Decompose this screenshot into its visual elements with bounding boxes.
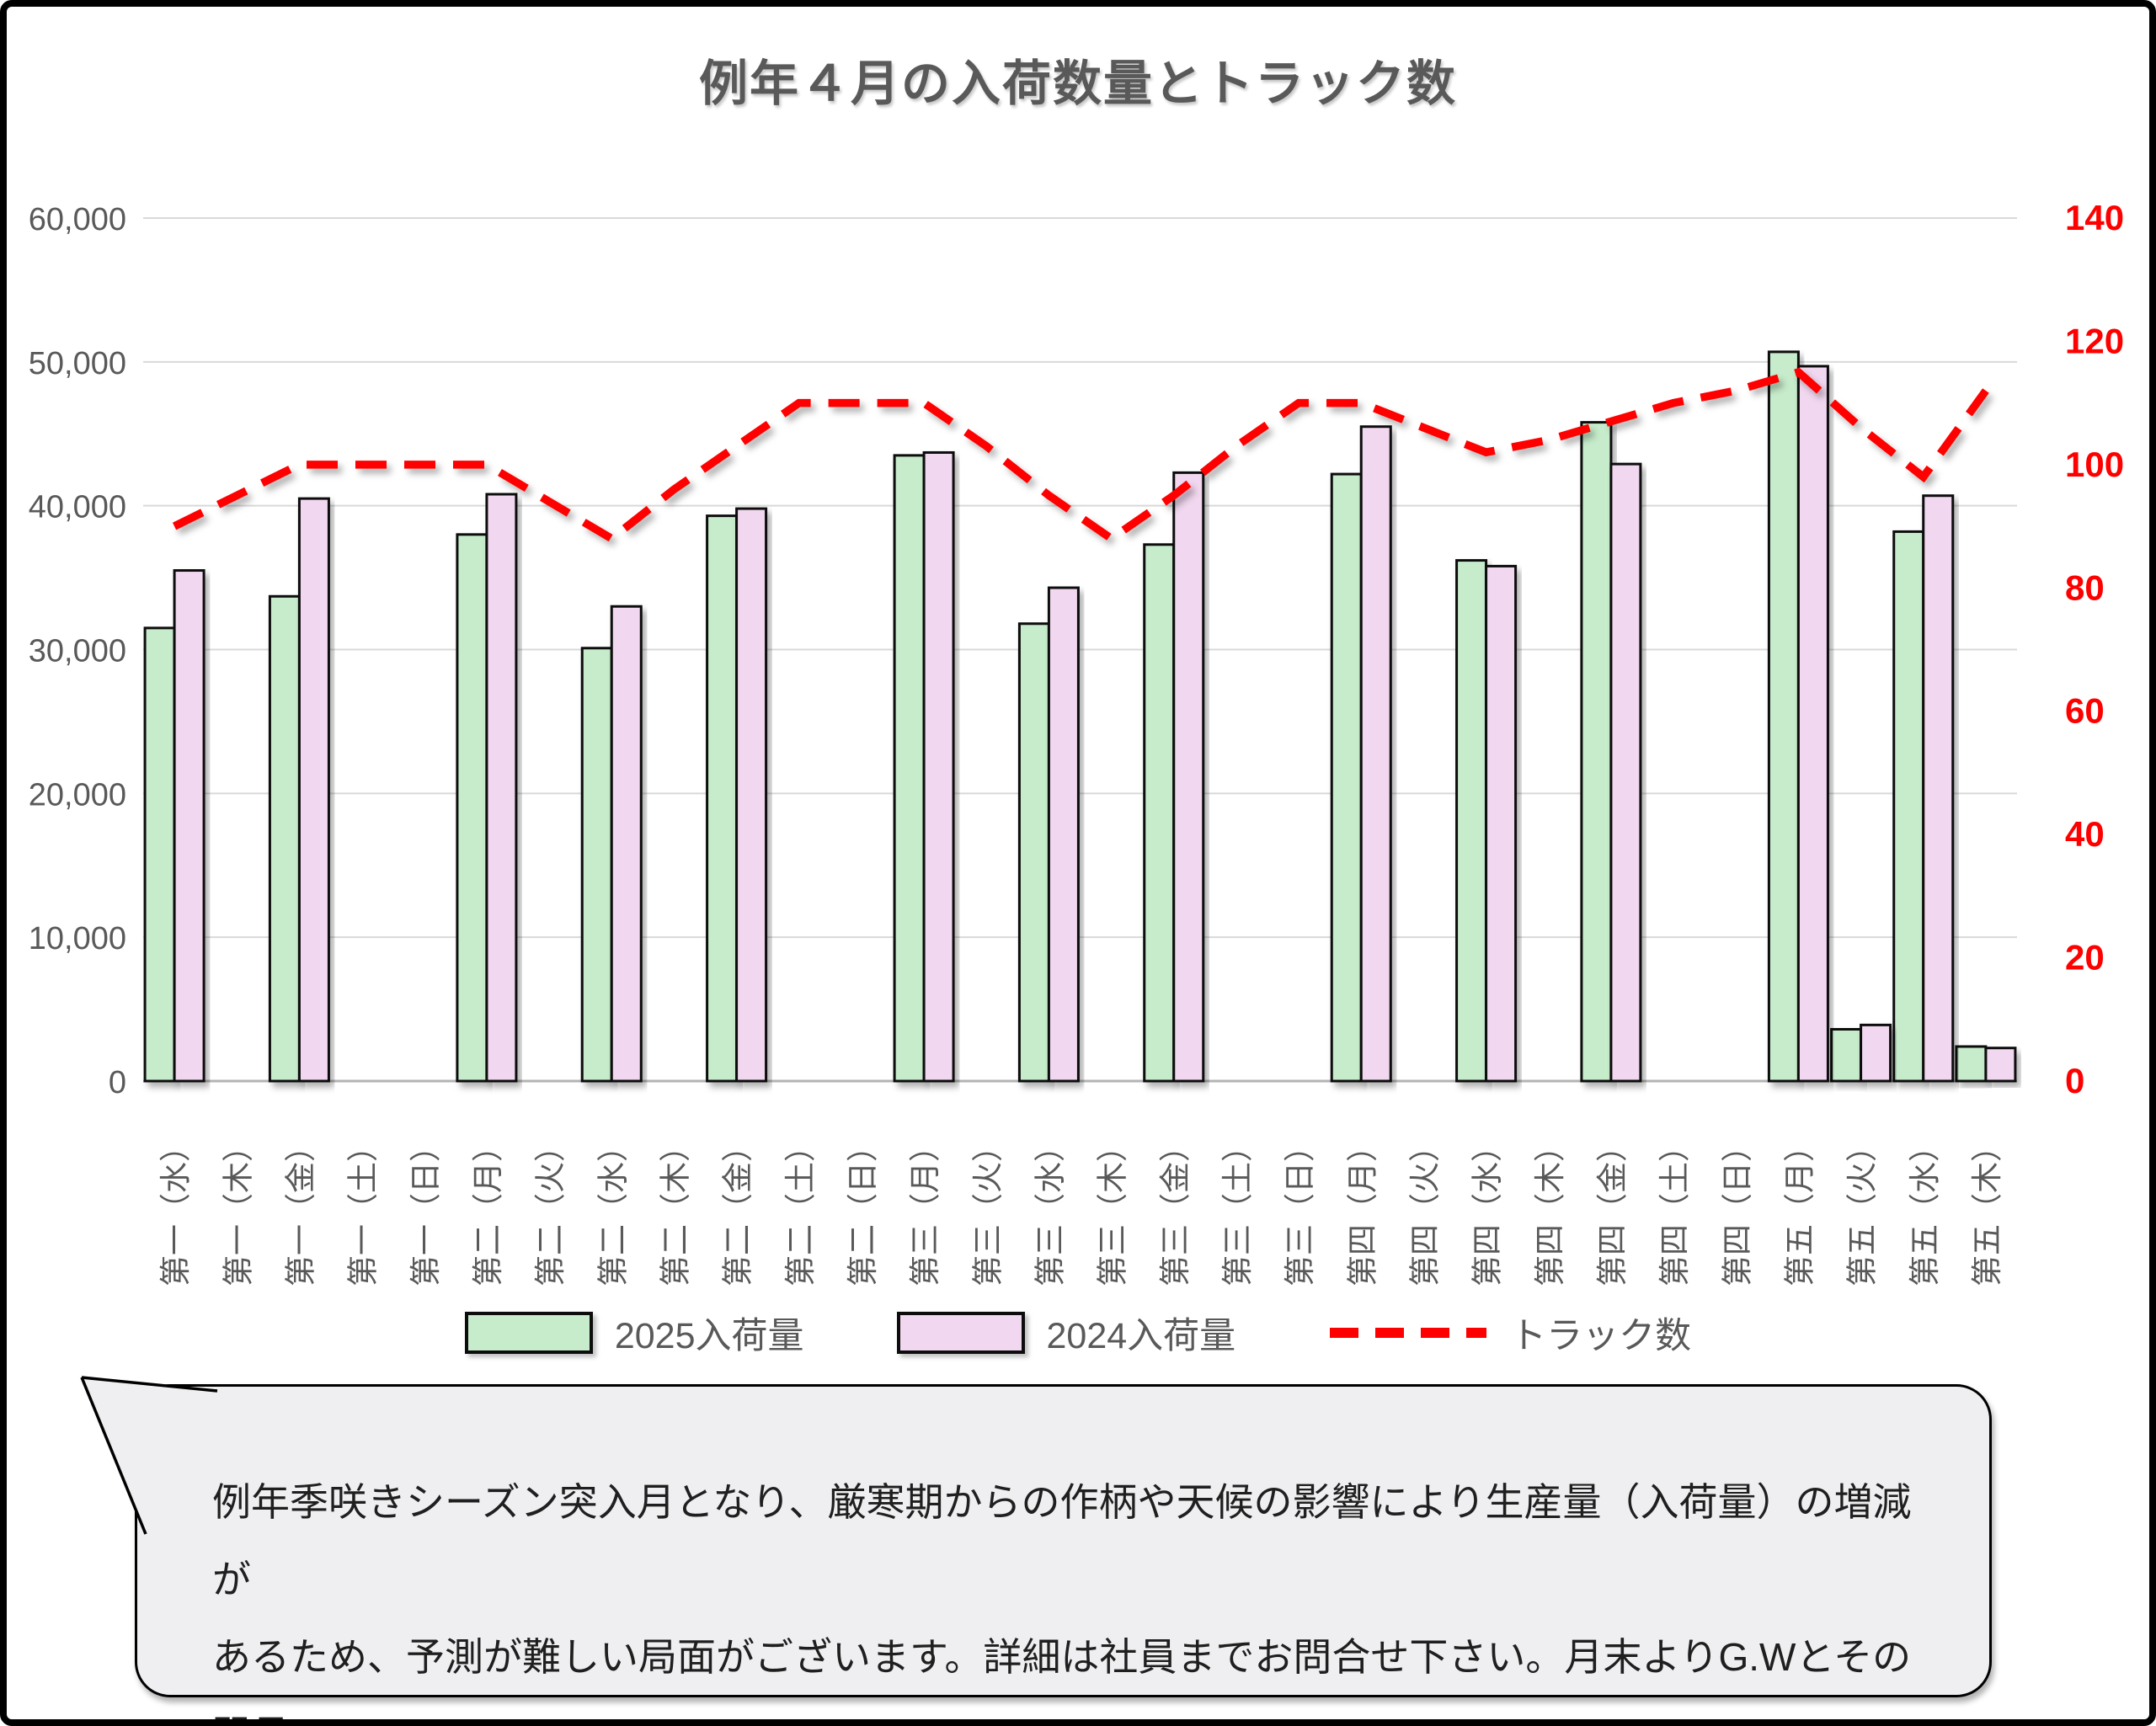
bar-2024: [1984, 1047, 2017, 1083]
x-axis-label: 第一（土）: [346, 1131, 381, 1287]
x-axis-label: 第四（水）: [1470, 1131, 1505, 1287]
legend-label-2025: 2025入荷量: [614, 1316, 804, 1356]
truck-line: [172, 367, 1989, 544]
y-axis-tick-left: 40,000: [29, 490, 126, 525]
x-axis-label: 第三（土）: [1220, 1131, 1255, 1287]
y-axis-tick-left: 50,000: [29, 346, 126, 381]
bar-2025: [1455, 559, 1488, 1083]
y-axis-tick-left: 20,000: [29, 777, 126, 812]
bar-2025: [1955, 1045, 1988, 1083]
legend-item-2024: 2024入荷量: [896, 1307, 1236, 1359]
y-axis-tick-left: 30,000: [29, 634, 126, 669]
x-axis-label: 第三（金）: [1158, 1131, 1193, 1287]
x-axis-label: 第三（木）: [1096, 1131, 1130, 1287]
x-axis-label: 第二（水）: [595, 1131, 630, 1287]
bar-2025: [1143, 543, 1176, 1083]
x-axis-label: 第四（金）: [1595, 1131, 1630, 1287]
y-axis-tick-right: 80: [2065, 567, 2105, 607]
x-axis-label: 第一（木）: [221, 1131, 255, 1287]
x-axis-label: 第二（日）: [846, 1131, 880, 1287]
bar-2025: [268, 594, 301, 1083]
y-axis-tick-right: 120: [2065, 321, 2124, 360]
legend-item-truck: トラック数: [1328, 1307, 1691, 1359]
y-axis-tick-right: 0: [2065, 1061, 2084, 1100]
legend-dash-sample: [1330, 1328, 1487, 1338]
bar-2025: [706, 514, 739, 1083]
x-axis-label: 第三（日）: [1283, 1131, 1317, 1287]
x-axis-label: 第二（木）: [658, 1131, 692, 1287]
bar-2024: [173, 569, 205, 1083]
bar-2024: [485, 493, 518, 1083]
y-axis-tick-right: 100: [2065, 445, 2124, 484]
x-axis-label: 第二（土）: [783, 1131, 818, 1287]
bar-2024: [1922, 494, 1955, 1083]
x-axis-label: 第二（金）: [721, 1131, 755, 1287]
bar-2024: [1359, 425, 1392, 1083]
x-axis-label: 第五（月）: [1782, 1131, 1817, 1287]
bar-2025: [1767, 350, 1800, 1083]
x-axis-label: 第一（日）: [408, 1131, 443, 1287]
x-axis-label: 第四（月）: [1345, 1131, 1380, 1287]
bar-2025: [143, 626, 176, 1083]
note-bubble: [135, 1384, 1992, 1697]
x-axis-label: 第二（月）: [471, 1131, 505, 1287]
x-axis-label: 第一（金）: [283, 1131, 318, 1287]
legend-swatch-2024: [896, 1312, 1025, 1354]
x-axis-label: 第三（火）: [970, 1131, 1005, 1287]
y-axis-tick-right: 140: [2065, 198, 2124, 237]
bar-2024: [1172, 471, 1205, 1083]
bar-2024: [1796, 365, 1829, 1083]
x-axis-label: 第四（火）: [1407, 1131, 1442, 1287]
y-axis-tick-right: 20: [2065, 938, 2105, 978]
bar-2025: [456, 533, 488, 1083]
x-axis-label: 第三（月）: [908, 1131, 942, 1287]
bar-2025: [1830, 1028, 1863, 1083]
bar-2025: [893, 454, 926, 1083]
x-axis-label: 第四（土）: [1657, 1131, 1692, 1287]
chart-legend: 2025入荷量 2024入荷量 トラック数: [0, 1307, 2156, 1359]
legend-item-2025: 2025入荷量: [464, 1307, 804, 1359]
y-axis-tick-left: 10,000: [29, 921, 126, 956]
x-axis-label: 第一（水）: [158, 1131, 193, 1287]
y-axis-tick-right: 40: [2065, 814, 2105, 854]
bar-2025: [1330, 472, 1363, 1083]
note-text: 例年季咲きシーズン突入月となり、厳寒期からの作柄や天候の影響により生産量（入荷量…: [212, 1463, 1947, 1726]
bar-2024: [1047, 586, 1080, 1083]
note-bubble-tail: [80, 1376, 218, 1535]
x-axis-label: 第五（木）: [1970, 1131, 2004, 1287]
bar-2024: [922, 450, 955, 1083]
x-axis-label: 第四（木）: [1533, 1131, 1567, 1287]
note-line-1: 例年季咲きシーズン突入月となり、厳寒期からの作柄や天候の影響により生産量（入荷量…: [212, 1480, 1912, 1601]
y-axis-tick-left: 0: [109, 1065, 126, 1100]
bar-2025: [580, 647, 613, 1083]
bar-2025: [1017, 622, 1050, 1083]
legend-label-2024: 2024入荷量: [1046, 1316, 1236, 1356]
x-axis-label: 第二（火）: [533, 1131, 568, 1287]
bar-2024: [1485, 564, 1518, 1083]
legend-label-truck: トラック数: [1510, 1316, 1692, 1356]
x-axis-label: 第三（水）: [1033, 1131, 1067, 1287]
bar-2024: [1860, 1023, 1892, 1083]
bar-2024: [610, 605, 643, 1083]
legend-swatch-2025: [464, 1312, 593, 1354]
y-axis-tick-left: 60,000: [29, 202, 126, 237]
chart-title: 例年４月の入荷数量とトラック数: [698, 56, 1457, 111]
bar-2024: [297, 497, 330, 1083]
x-axis-label: 第五（水）: [1908, 1131, 1942, 1287]
x-axis-label: 第四（日）: [1720, 1131, 1754, 1287]
note-line-2: あるため、予測が難しい局面がございます。詳細は社員までお問合せ下さい。月末よりG…: [212, 1635, 1912, 1726]
bar-2024: [735, 507, 768, 1083]
x-axis-label: 第五（火）: [1845, 1131, 1880, 1287]
y-axis-tick-right: 60: [2065, 691, 2105, 731]
bar-2025: [1892, 530, 1925, 1083]
bar-2025: [1580, 421, 1613, 1083]
bar-2024: [1609, 462, 1642, 1083]
